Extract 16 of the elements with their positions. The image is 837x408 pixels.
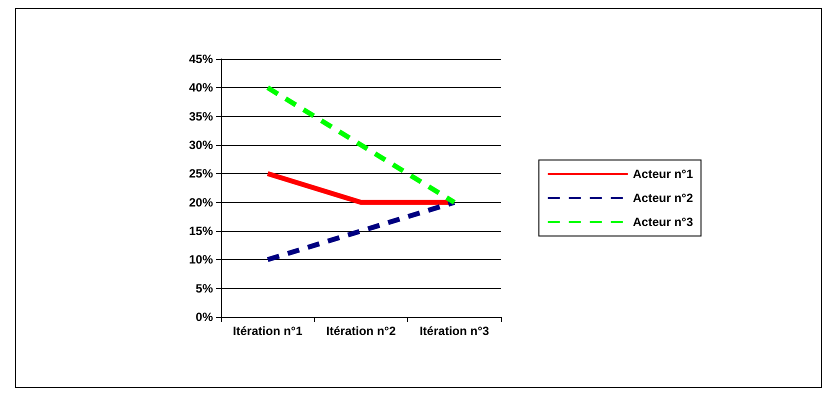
y-tick-label: 40% (188, 80, 214, 95)
text: Acteur n°2 (632, 191, 694, 205)
y-tick-label: 25% (188, 166, 214, 181)
y-tick-label: 0% (196, 310, 214, 324)
y-tick-label: 20% (188, 195, 214, 210)
x-tick-label: Itération n°2 (326, 324, 396, 338)
x-tick-label: Itération n°1 (232, 324, 303, 338)
text: Acteur n°3 (632, 215, 694, 229)
y-tick-label: 15% (188, 224, 214, 238)
y-tick-label: 45% (188, 52, 214, 66)
x-tick-label: Itération n°3 (420, 324, 490, 338)
y-tick-label: 5% (196, 281, 214, 296)
y-tick-label: 30% (188, 138, 214, 152)
text: Acteur n°1 (632, 167, 694, 181)
y-tick-label: 35% (188, 109, 214, 124)
y-tick-label: 10% (188, 252, 214, 267)
